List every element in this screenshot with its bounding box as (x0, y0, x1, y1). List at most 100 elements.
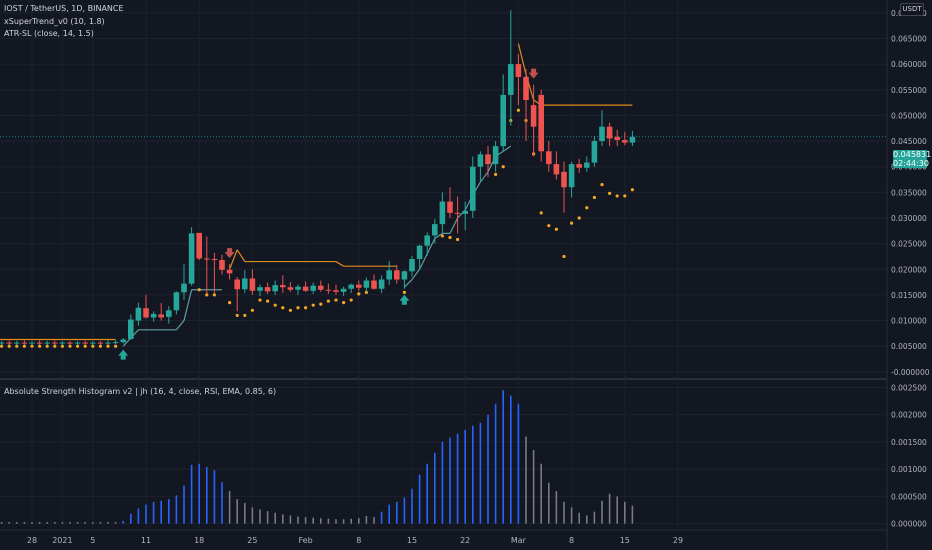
atr-sl-legend[interactable]: ATR-SL (close, 14, 1.5) (4, 29, 94, 38)
candle-body (52, 342, 58, 344)
candle-body (204, 258, 210, 260)
atr-sl-dot (258, 298, 262, 302)
candle-body (424, 235, 430, 246)
x-tick-label: 22 (460, 536, 470, 545)
histogram-bar (228, 490, 231, 524)
atr-sl-dot (212, 293, 216, 297)
last-price-label: 0.045831 (893, 150, 932, 159)
candle-body (310, 285, 316, 291)
histogram-bar (335, 519, 337, 524)
atr-sl-dot (402, 290, 406, 294)
x-tick-label: 28 (27, 536, 37, 545)
histogram-bar (92, 522, 94, 524)
atr-sl-dot (440, 234, 444, 238)
candle-body (36, 342, 43, 344)
candle-body (500, 94, 506, 147)
candle-body (546, 151, 552, 165)
histogram-bar (244, 502, 246, 524)
histogram-bar (601, 500, 603, 524)
atr-sl-dot (288, 308, 292, 312)
histogram-legend[interactable]: Absolute Strength Histogram v2 | jh (16,… (4, 387, 277, 396)
histogram-bar (418, 474, 421, 524)
histogram-bar (46, 522, 48, 524)
histogram-bar (289, 515, 292, 524)
candle-body (629, 136, 636, 143)
x-tick-label: 15 (407, 536, 417, 545)
candle-body (112, 342, 119, 344)
supertrend-segment (449, 217, 459, 234)
candle-body (561, 171, 567, 188)
histogram-bar (456, 433, 459, 524)
histogram-bar (358, 518, 360, 524)
currency-button[interactable]: USDT (900, 3, 924, 16)
histogram-bar (168, 499, 170, 524)
supertrend-legend[interactable]: xSuperTrend_v0 (10, 1.8) (4, 17, 105, 26)
candle-body (340, 288, 347, 292)
buy-arrow-icon (399, 294, 410, 305)
supertrend-segment (229, 249, 238, 270)
histogram-bar (494, 403, 497, 524)
candle-body (59, 342, 66, 344)
histogram-bar (130, 513, 132, 524)
atr-sl-dot (296, 306, 300, 310)
atr-sl-dot (349, 298, 353, 302)
atr-sl-dot (364, 290, 368, 294)
histogram-bar (61, 522, 64, 524)
histogram-bar (122, 520, 124, 524)
candle-body (97, 342, 104, 344)
histogram-bar (190, 464, 193, 524)
atr-sl-dot (539, 211, 543, 215)
candle-body (280, 285, 286, 288)
candle-body (325, 289, 332, 291)
histogram-bar (517, 403, 520, 524)
histogram-bar (152, 501, 155, 524)
candle-body (462, 210, 468, 214)
symbol-legend[interactable]: IOST / TetherUS, 1D, BINANCE (4, 4, 124, 13)
candle-body (264, 287, 271, 292)
histogram-bar (327, 518, 330, 524)
atr-sl-dot (334, 298, 338, 302)
histogram-bar (434, 452, 436, 524)
histogram-bar (388, 504, 390, 524)
atr-sl-dot (7, 344, 11, 348)
candle-body (568, 164, 575, 188)
supertrend-segment (183, 289, 193, 321)
atr-sl-dot (501, 165, 505, 169)
candle-body (394, 270, 400, 280)
candle-body (287, 287, 294, 290)
y-tick-label: 0.025000 (891, 240, 927, 249)
candle-body (158, 314, 164, 318)
histogram-bar (472, 425, 474, 524)
candle-body (226, 269, 233, 274)
atr-sl-dot (570, 221, 574, 225)
y-tick-label: 0.002000 (891, 411, 927, 420)
candle-body (234, 279, 240, 290)
atr-sl-dot (585, 206, 589, 210)
histogram-bar (350, 518, 352, 524)
candle-body (401, 271, 408, 280)
histogram-bar (31, 522, 33, 524)
x-tick-label: 18 (194, 536, 204, 545)
histogram-bar (365, 516, 368, 524)
candle-body (14, 342, 20, 344)
candle-body (386, 270, 392, 280)
histogram-bar (548, 482, 550, 524)
atr-sl-dot (197, 288, 201, 292)
histogram-bar (99, 522, 102, 524)
supertrend-segment (419, 253, 428, 270)
histogram-bar (54, 522, 56, 524)
histogram-bar (396, 501, 398, 524)
candle-body (166, 310, 172, 317)
histogram-panel (0, 390, 634, 524)
histogram-bar (76, 522, 79, 524)
candle-body (67, 342, 73, 344)
x-tick-label: 8 (356, 536, 361, 545)
histogram-bar (631, 505, 634, 524)
candle-body (302, 286, 309, 291)
atr-sl-dot (304, 306, 308, 310)
candle-body (74, 342, 81, 344)
histogram-bar (198, 463, 200, 524)
atr-sl-dot (22, 344, 26, 348)
atr-sl-dot (38, 344, 42, 348)
